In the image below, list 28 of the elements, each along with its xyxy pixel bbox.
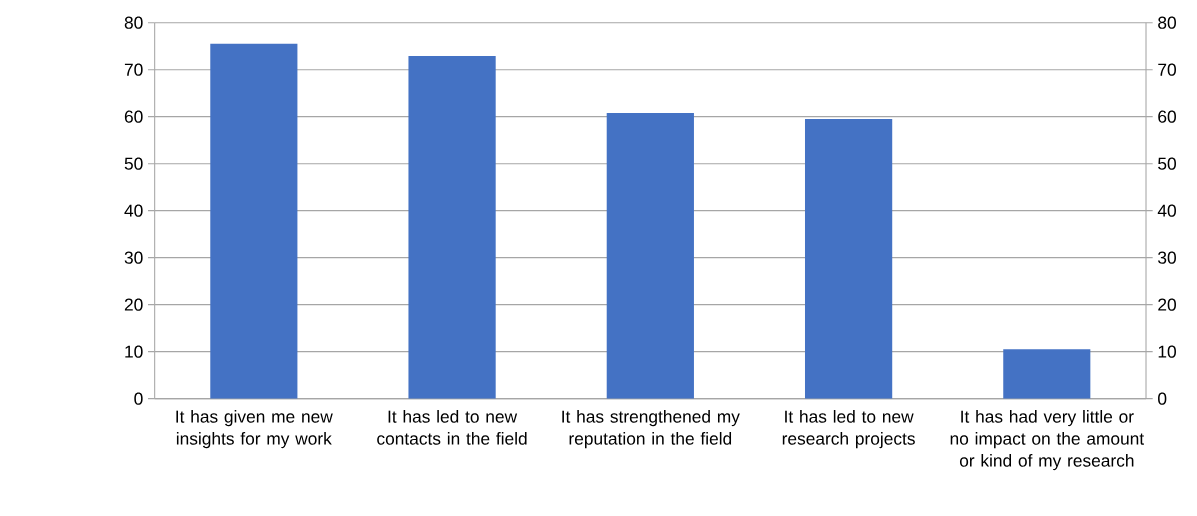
y-tick-label: 30: [124, 251, 143, 264]
y-tick-label: 80: [124, 16, 143, 29]
x-tick-label: It has led to new research projects: [782, 410, 915, 449]
y2-tick-label: 40: [1157, 204, 1176, 217]
bar: [804, 119, 893, 399]
y-tick-label: 20: [124, 298, 143, 311]
y-tick-label: 40: [124, 204, 143, 217]
y-tick-label: 10: [125, 345, 143, 358]
x-tick-label: It has strengthened my reputation in the field: [562, 410, 740, 449]
y-tick-label: 60: [124, 110, 143, 123]
y2-tick-label: 30: [1158, 251, 1176, 264]
x-tick-label: It has given me new insights for my work: [176, 410, 333, 449]
y-tick-label: 50: [124, 157, 143, 170]
y-tick-label: 0: [134, 392, 143, 405]
bar: [606, 112, 694, 399]
y2-tick-label: 50: [1158, 157, 1176, 170]
y-tick-label: 70: [124, 63, 143, 76]
y2-tick-label: 10: [1158, 345, 1176, 358]
x-tick-label: It has had very little or no impact on the amount or kind of my research: [950, 410, 1145, 471]
x-tick-label: It has led to new contacts in the field: [377, 410, 527, 445]
y2-tick-label: 0: [1158, 392, 1167, 405]
bar: [210, 43, 298, 399]
bar: [1003, 349, 1091, 399]
y2-tick-label: 60: [1158, 110, 1176, 123]
y2-tick-label: 80: [1158, 16, 1176, 29]
y2-tick-label: 20: [1158, 298, 1176, 311]
y2-tick-label: 70: [1158, 63, 1176, 76]
bar: [408, 56, 496, 399]
